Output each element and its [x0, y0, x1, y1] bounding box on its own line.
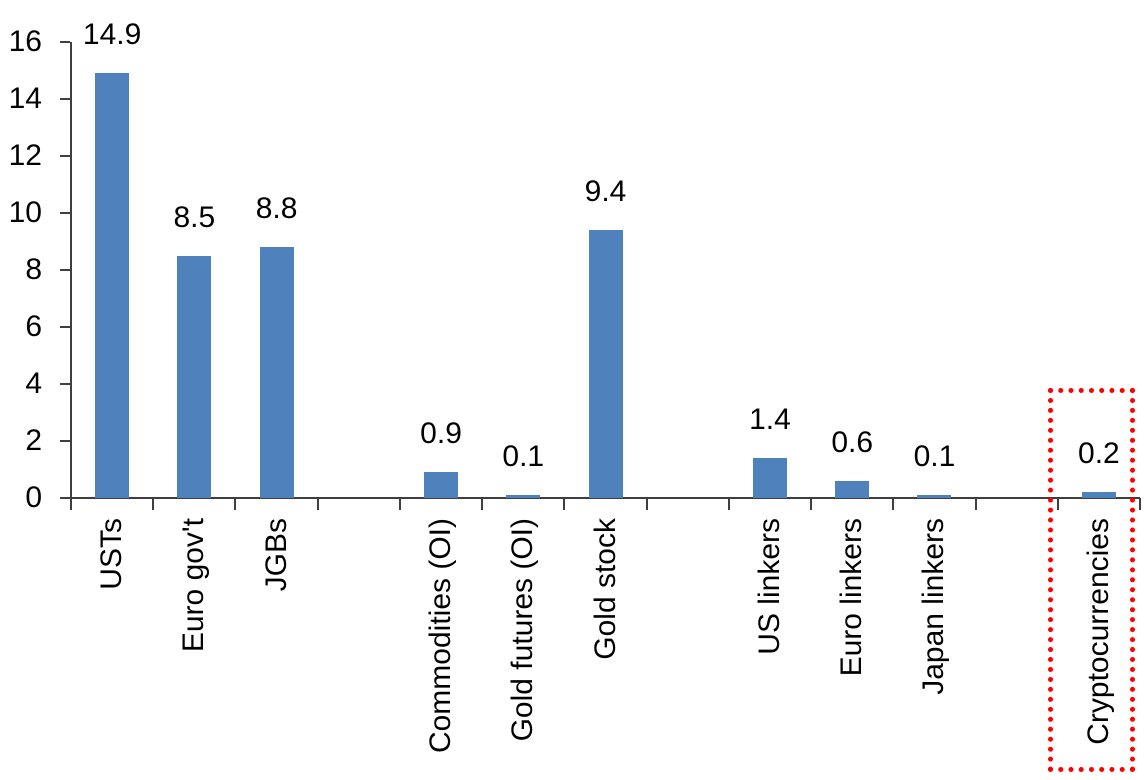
x-axis-line [70, 497, 1140, 499]
bar [1081, 492, 1116, 498]
x-axis-tick [645, 498, 648, 510]
category-label: Commodities (OI) [424, 518, 458, 754]
y-axis-line [70, 42, 72, 500]
y-axis-tick-label: 16 [8, 25, 42, 58]
bar [588, 230, 623, 498]
y-axis-tick-label: 8 [25, 253, 42, 286]
x-axis-tick [234, 498, 237, 510]
highlight-box [1048, 388, 1136, 772]
y-axis-tick [60, 383, 70, 385]
bar-value-label: 1.4 [749, 403, 791, 437]
category-label: Euro linkers [835, 518, 869, 677]
x-axis-tick [563, 498, 566, 510]
bar [506, 495, 541, 498]
x-axis-tick [727, 498, 730, 510]
bar [752, 458, 787, 498]
category-label: Gold futures (OI) [506, 518, 540, 742]
category-label: US linkers [752, 518, 786, 655]
bar-value-label: 14.9 [82, 18, 142, 52]
bar [835, 480, 870, 498]
bar-value-label: 0.9 [420, 417, 462, 451]
bar-value-label: 9.4 [584, 175, 627, 209]
x-axis-tick [398, 498, 401, 510]
x-axis-tick [1139, 498, 1141, 510]
bar-value-label: 8.8 [255, 192, 298, 226]
y-axis-tick-label: 12 [8, 139, 42, 172]
bar [917, 495, 952, 498]
y-axis-tick [60, 440, 70, 442]
category-label: USTs [95, 518, 129, 590]
x-axis-tick [316, 498, 319, 510]
y-axis-tick-label: 4 [25, 367, 42, 400]
x-axis-tick [1056, 498, 1059, 510]
y-axis-tick [60, 326, 70, 328]
y-axis-tick [60, 269, 70, 271]
category-label: JGBs [259, 518, 293, 592]
bar [259, 247, 294, 498]
y-axis-tick [60, 212, 70, 214]
category-label: Japan linkers [917, 518, 951, 695]
bar-value-label: 0.2 [1078, 437, 1120, 471]
y-axis-tick [60, 497, 70, 499]
y-axis-tick-label: 0 [25, 481, 42, 514]
y-axis-tick-label: 6 [25, 310, 42, 343]
x-axis-tick [974, 498, 977, 510]
bar-value-label: 8.5 [173, 200, 216, 234]
x-axis-tick [152, 498, 155, 510]
x-axis-tick [892, 498, 895, 510]
bar [424, 472, 459, 498]
bar-value-label: 0.6 [831, 425, 874, 459]
x-axis-tick [70, 498, 72, 510]
bar-value-label: 0.1 [502, 440, 545, 474]
y-axis-tick-label: 2 [25, 424, 42, 457]
y-axis-tick [60, 98, 70, 100]
x-axis-tick [810, 498, 813, 510]
y-axis-tick [60, 41, 70, 43]
category-label: Gold stock [588, 518, 622, 660]
y-axis-tick-label: 10 [8, 196, 42, 229]
x-axis-tick [481, 498, 484, 510]
bar-value-label: 0.1 [913, 440, 956, 474]
y-axis-tick-label: 14 [8, 82, 42, 115]
category-label: Euro gov't [177, 518, 211, 653]
y-axis-tick [60, 155, 70, 157]
bar [95, 73, 130, 498]
bar [177, 255, 212, 498]
